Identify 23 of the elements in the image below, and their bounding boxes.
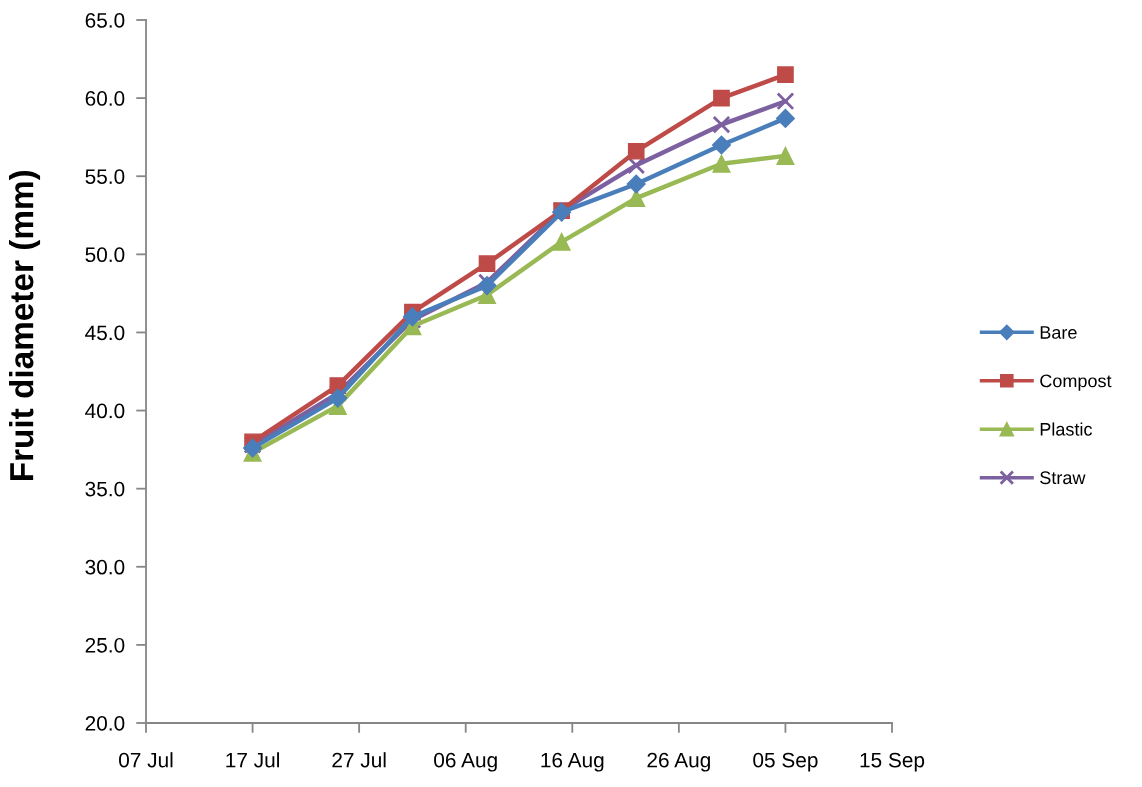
legend-label: Plastic bbox=[1040, 422, 1092, 436]
y-axis-title: Fruit diameter (mm) bbox=[9, 170, 41, 481]
y-tick-label: 45.0 bbox=[85, 325, 125, 341]
y-tick-label: 50.0 bbox=[85, 247, 125, 263]
x-tick-label: 27 Jul bbox=[332, 752, 386, 768]
x-tick-label: 16 Aug bbox=[541, 752, 604, 772]
y-tick-label: 20.0 bbox=[85, 716, 125, 731]
y-tick-label: 35.0 bbox=[85, 481, 125, 497]
y-tick-label: 55.0 bbox=[85, 169, 125, 184]
legend-label: Straw bbox=[1040, 471, 1086, 485]
x-tick-label: 15 Sep bbox=[860, 752, 925, 772]
x-tick-label: 17 Jul bbox=[226, 752, 279, 768]
y-tick-label: 30.0 bbox=[85, 559, 125, 575]
legend-label: Bare bbox=[1040, 326, 1077, 339]
y-tick-label: 65.0 bbox=[85, 13, 125, 28]
y-tick-label: 40.0 bbox=[85, 403, 125, 419]
x-tick-label: 26 Aug bbox=[647, 752, 710, 772]
y-tick-label: 60.0 bbox=[85, 91, 125, 106]
x-tick-label: 07 Jul bbox=[119, 752, 173, 768]
x-tick-label: 06 Aug bbox=[434, 752, 497, 772]
y-tick-label: 25.0 bbox=[85, 637, 125, 653]
x-tick-label: 05 Sep bbox=[753, 752, 818, 772]
legend-label: Compost bbox=[1040, 374, 1112, 391]
